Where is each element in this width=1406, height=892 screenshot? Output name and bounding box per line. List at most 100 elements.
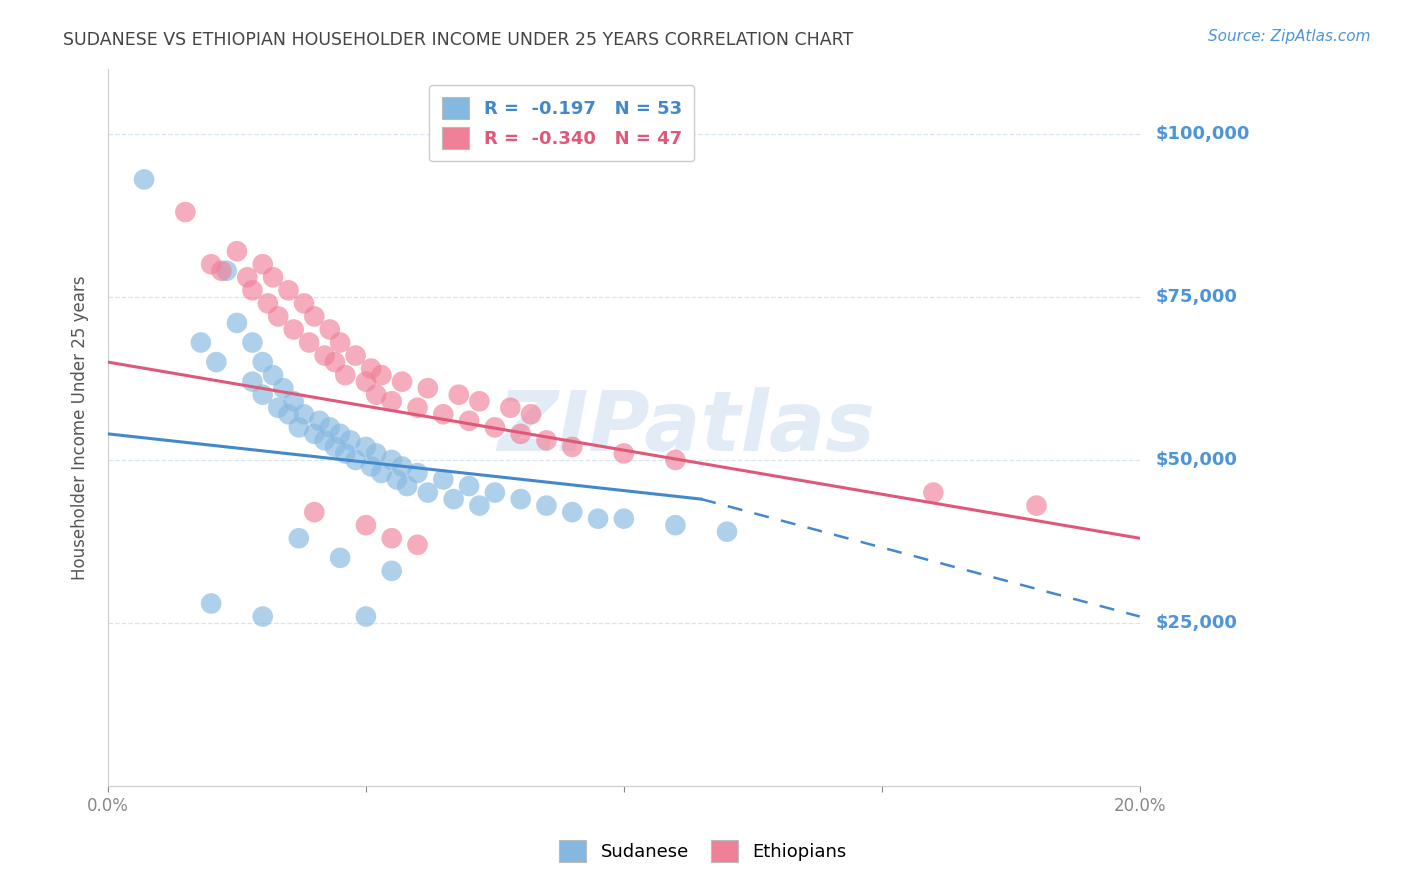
Point — [277, 283, 299, 297]
Point — [304, 426, 326, 441]
Point — [468, 394, 491, 409]
Point — [339, 434, 361, 448]
Point — [335, 446, 357, 460]
Point — [252, 609, 274, 624]
Point — [283, 394, 305, 409]
Point — [360, 361, 382, 376]
Point — [288, 531, 311, 545]
Point — [366, 388, 388, 402]
Point — [308, 414, 330, 428]
Point — [354, 518, 377, 533]
Point — [370, 368, 392, 383]
Point — [406, 538, 429, 552]
Point — [432, 407, 454, 421]
Point — [329, 550, 352, 565]
Point — [277, 407, 299, 421]
Point — [262, 368, 284, 383]
Point — [716, 524, 738, 539]
Legend: Sudanese, Ethiopians: Sudanese, Ethiopians — [553, 833, 853, 870]
Point — [344, 349, 367, 363]
Point — [536, 434, 558, 448]
Text: ZIPatlas: ZIPatlas — [496, 387, 875, 467]
Point — [381, 531, 404, 545]
Point — [509, 426, 531, 441]
Point — [319, 420, 342, 434]
Point — [536, 499, 558, 513]
Point — [283, 322, 305, 336]
Point — [354, 609, 377, 624]
Point — [200, 257, 222, 271]
Point — [242, 375, 264, 389]
Point — [267, 310, 290, 324]
Point — [323, 355, 346, 369]
Point — [586, 511, 609, 525]
Text: $25,000: $25,000 — [1156, 614, 1237, 632]
Point — [335, 368, 357, 383]
Point — [391, 459, 413, 474]
Point — [406, 466, 429, 480]
Point — [381, 453, 404, 467]
Point — [252, 388, 274, 402]
Point — [366, 446, 388, 460]
Point — [1025, 499, 1047, 513]
Point — [499, 401, 522, 415]
Point — [391, 375, 413, 389]
Point — [323, 440, 346, 454]
Point — [252, 257, 274, 271]
Point — [298, 335, 321, 350]
Point — [360, 459, 382, 474]
Point — [416, 381, 439, 395]
Text: Source: ZipAtlas.com: Source: ZipAtlas.com — [1208, 29, 1371, 44]
Point — [354, 375, 377, 389]
Point — [664, 518, 686, 533]
Point — [381, 564, 404, 578]
Y-axis label: Householder Income Under 25 years: Householder Income Under 25 years — [72, 275, 89, 580]
Point — [396, 479, 419, 493]
Point — [205, 355, 228, 369]
Point — [242, 335, 264, 350]
Point — [288, 420, 311, 434]
Point — [447, 388, 470, 402]
Text: $75,000: $75,000 — [1156, 288, 1237, 306]
Point — [174, 205, 197, 219]
Point — [468, 499, 491, 513]
Point — [664, 453, 686, 467]
Point — [613, 446, 636, 460]
Point — [292, 407, 315, 421]
Point — [304, 310, 326, 324]
Point — [484, 420, 506, 434]
Point — [257, 296, 280, 310]
Point — [211, 264, 233, 278]
Point — [292, 296, 315, 310]
Point — [132, 172, 155, 186]
Text: $50,000: $50,000 — [1156, 451, 1237, 469]
Point — [922, 485, 945, 500]
Point — [226, 316, 249, 330]
Point — [416, 485, 439, 500]
Text: SUDANESE VS ETHIOPIAN HOUSEHOLDER INCOME UNDER 25 YEARS CORRELATION CHART: SUDANESE VS ETHIOPIAN HOUSEHOLDER INCOME… — [63, 31, 853, 49]
Point — [509, 492, 531, 507]
Point — [236, 270, 259, 285]
Text: $100,000: $100,000 — [1156, 125, 1250, 143]
Point — [190, 335, 212, 350]
Point — [458, 479, 481, 493]
Point — [561, 505, 583, 519]
Point — [370, 466, 392, 480]
Point — [215, 264, 238, 278]
Point — [262, 270, 284, 285]
Point — [458, 414, 481, 428]
Point — [200, 597, 222, 611]
Point — [381, 394, 404, 409]
Point — [242, 283, 264, 297]
Point — [252, 355, 274, 369]
Point — [344, 453, 367, 467]
Point — [406, 401, 429, 415]
Point — [267, 401, 290, 415]
Point — [314, 349, 336, 363]
Point — [329, 335, 352, 350]
Point — [304, 505, 326, 519]
Point — [432, 473, 454, 487]
Point — [314, 434, 336, 448]
Point — [520, 407, 543, 421]
Point — [226, 244, 249, 259]
